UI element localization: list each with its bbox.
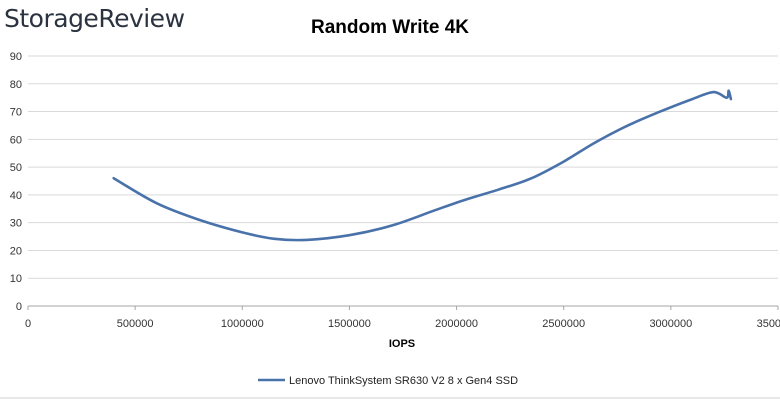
y-tick-label: 30 <box>10 218 22 230</box>
chart-title: Random Write 4K <box>311 17 469 38</box>
y-tick-label: 10 <box>10 273 22 285</box>
x-tick-label: 1000000 <box>221 318 264 330</box>
x-tick-label: 500000 <box>117 318 154 330</box>
y-tick-label: 20 <box>10 245 22 257</box>
y-tick-label: 80 <box>10 79 22 91</box>
y-axis-ticks: 0 10 20 30 40 50 60 70 80 90 <box>10 51 22 313</box>
x-tick-label: 1500000 <box>328 318 371 330</box>
y-tick-label: 90 <box>10 51 22 63</box>
grid-lines <box>28 55 778 307</box>
x-tick-label: 2500000 <box>542 318 585 330</box>
y-tick-label: 50 <box>10 162 22 174</box>
x-axis-label: IOPS <box>389 338 415 350</box>
x-tick-label: 2000000 <box>435 318 478 330</box>
y-tick-label: 0 <box>16 301 22 313</box>
series-line <box>112 89 733 242</box>
y-tick-label: 70 <box>10 107 22 119</box>
legend: Lenovo ThinkSystem SR630 V2 8 x Gen4 SSD <box>258 375 518 387</box>
x-tick-label: 3000000 <box>649 318 692 330</box>
x-axis-ticks: 0 500000 1000000 1500000 2000000 2500000 30000… <box>25 306 780 330</box>
storagereview-logo: StorageReview <box>4 4 185 33</box>
x-tick-label: 0 <box>25 318 31 330</box>
x-tick-label: 3500000 <box>757 318 780 330</box>
legend-label: Lenovo ThinkSystem SR630 V2 8 x Gen4 SSD <box>289 375 518 387</box>
series-lines <box>112 89 733 242</box>
y-tick-label: 40 <box>10 190 22 202</box>
y-tick-label: 60 <box>10 134 22 146</box>
